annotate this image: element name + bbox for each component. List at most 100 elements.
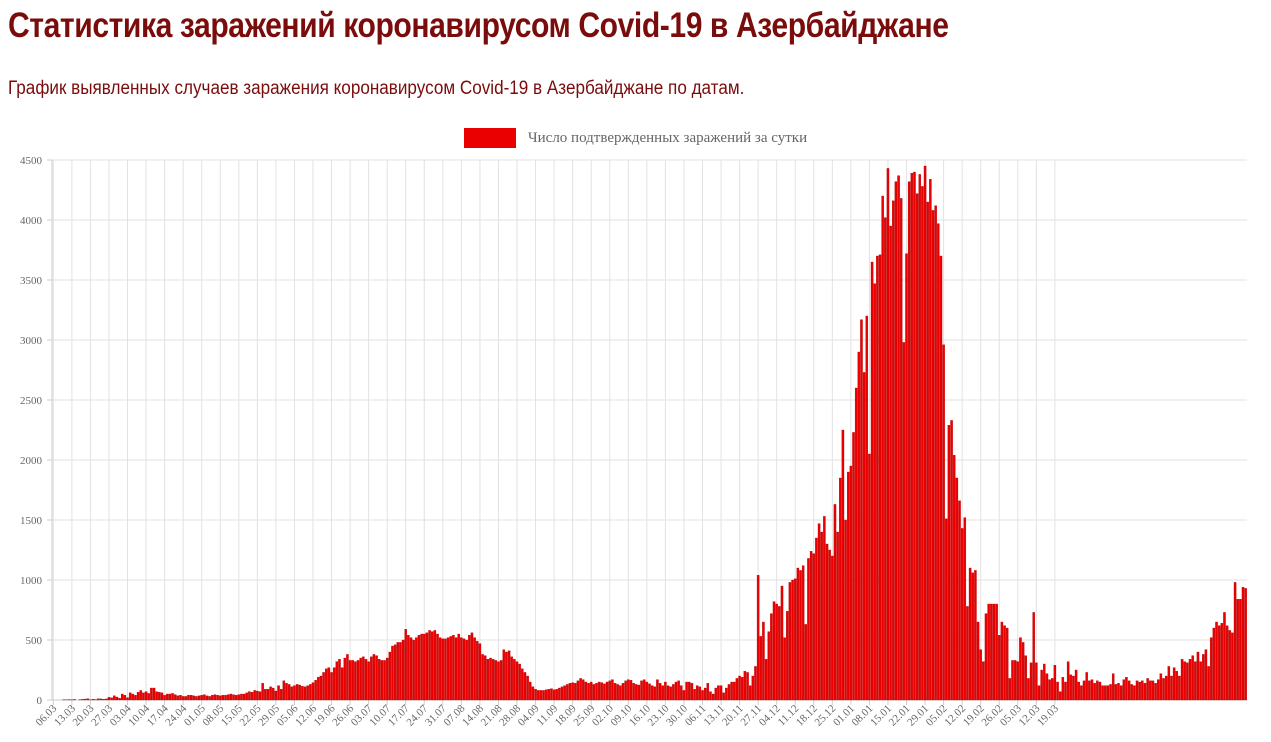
bar[interactable] bbox=[1178, 675, 1181, 701]
bar[interactable] bbox=[791, 579, 794, 701]
bar[interactable] bbox=[502, 649, 505, 701]
bar[interactable] bbox=[290, 686, 294, 701]
bar[interactable] bbox=[889, 225, 892, 701]
bar[interactable] bbox=[963, 517, 967, 701]
bar[interactable] bbox=[743, 671, 747, 701]
bar[interactable] bbox=[714, 687, 717, 701]
bar[interactable] bbox=[1149, 680, 1152, 701]
bar[interactable] bbox=[1111, 673, 1115, 701]
bar[interactable] bbox=[446, 637, 450, 701]
bar[interactable] bbox=[391, 645, 394, 701]
bar[interactable] bbox=[465, 639, 468, 701]
bar[interactable] bbox=[213, 694, 217, 701]
bar[interactable] bbox=[1217, 625, 1221, 701]
bar[interactable] bbox=[823, 516, 826, 701]
bar[interactable] bbox=[547, 689, 551, 701]
bar[interactable] bbox=[253, 690, 256, 701]
bar[interactable] bbox=[550, 688, 553, 701]
bar[interactable] bbox=[107, 697, 111, 701]
bar[interactable] bbox=[582, 679, 585, 701]
bar[interactable] bbox=[923, 165, 927, 701]
bar[interactable] bbox=[1175, 671, 1179, 701]
bar[interactable] bbox=[1104, 685, 1107, 701]
bar[interactable] bbox=[118, 698, 121, 701]
bar[interactable] bbox=[409, 637, 413, 701]
bar[interactable] bbox=[1013, 660, 1017, 701]
bar[interactable] bbox=[518, 663, 521, 701]
bar[interactable] bbox=[833, 504, 837, 701]
bar[interactable] bbox=[301, 686, 304, 701]
bar[interactable] bbox=[902, 342, 906, 701]
bar[interactable] bbox=[97, 698, 100, 701]
bar[interactable] bbox=[1241, 587, 1245, 701]
bar[interactable] bbox=[317, 677, 320, 701]
bar[interactable] bbox=[979, 649, 982, 701]
bar[interactable] bbox=[200, 695, 203, 701]
bar[interactable] bbox=[494, 660, 498, 701]
bar[interactable] bbox=[279, 689, 283, 701]
bar[interactable] bbox=[1008, 678, 1012, 701]
bar[interactable] bbox=[905, 253, 908, 701]
bar[interactable] bbox=[759, 636, 763, 701]
bar[interactable] bbox=[1119, 685, 1123, 701]
bar[interactable] bbox=[523, 672, 527, 701]
bar[interactable] bbox=[184, 696, 188, 701]
bar[interactable] bbox=[918, 174, 921, 701]
bar[interactable] bbox=[282, 680, 286, 701]
bar[interactable] bbox=[995, 603, 998, 701]
bar[interactable] bbox=[892, 200, 895, 701]
bar[interactable] bbox=[616, 684, 619, 701]
bar[interactable] bbox=[438, 637, 442, 701]
bar[interactable] bbox=[216, 695, 219, 701]
bar[interactable] bbox=[910, 173, 914, 701]
bar[interactable] bbox=[579, 678, 582, 701]
bar[interactable] bbox=[322, 672, 325, 701]
bar[interactable] bbox=[232, 694, 235, 701]
bar[interactable] bbox=[460, 637, 463, 701]
bar[interactable] bbox=[939, 255, 943, 701]
bar[interactable] bbox=[155, 691, 158, 701]
bar[interactable] bbox=[862, 372, 866, 701]
bar[interactable] bbox=[653, 686, 657, 701]
bar[interactable] bbox=[968, 567, 972, 701]
bar[interactable] bbox=[971, 572, 974, 701]
bar[interactable] bbox=[947, 425, 951, 701]
bar[interactable] bbox=[1194, 661, 1197, 701]
bar[interactable] bbox=[203, 694, 206, 701]
bar[interactable] bbox=[91, 699, 95, 701]
bar[interactable] bbox=[815, 537, 818, 701]
bar[interactable] bbox=[372, 654, 376, 701]
bar[interactable] bbox=[113, 695, 116, 701]
bar[interactable] bbox=[661, 685, 664, 701]
bar[interactable] bbox=[258, 691, 262, 701]
bar[interactable] bbox=[1143, 683, 1147, 701]
bar[interactable] bbox=[1090, 679, 1094, 701]
bar[interactable] bbox=[274, 690, 278, 701]
bar[interactable] bbox=[926, 201, 929, 701]
bar[interactable] bbox=[640, 680, 643, 701]
bar[interactable] bbox=[701, 690, 704, 701]
bar[interactable] bbox=[126, 697, 129, 701]
bar[interactable] bbox=[1098, 681, 1102, 701]
bar[interactable] bbox=[1051, 678, 1054, 701]
bar[interactable] bbox=[608, 680, 611, 701]
bar[interactable] bbox=[719, 685, 723, 701]
bar[interactable] bbox=[648, 683, 651, 701]
bar[interactable] bbox=[444, 638, 447, 701]
bar[interactable] bbox=[1085, 672, 1088, 701]
bar[interactable] bbox=[825, 543, 829, 701]
bar[interactable] bbox=[884, 217, 887, 701]
bar[interactable] bbox=[497, 661, 500, 701]
bar[interactable] bbox=[226, 694, 230, 701]
bar[interactable] bbox=[168, 693, 172, 701]
bar[interactable] bbox=[762, 621, 765, 701]
bar[interactable] bbox=[1005, 627, 1009, 701]
bar[interactable] bbox=[722, 692, 725, 701]
bar[interactable] bbox=[544, 689, 548, 701]
bar[interactable] bbox=[650, 685, 654, 701]
bar[interactable] bbox=[515, 661, 519, 701]
bar[interactable] bbox=[404, 629, 407, 701]
bar[interactable] bbox=[160, 692, 164, 701]
bar[interactable] bbox=[152, 687, 156, 701]
bar[interactable] bbox=[205, 695, 209, 701]
